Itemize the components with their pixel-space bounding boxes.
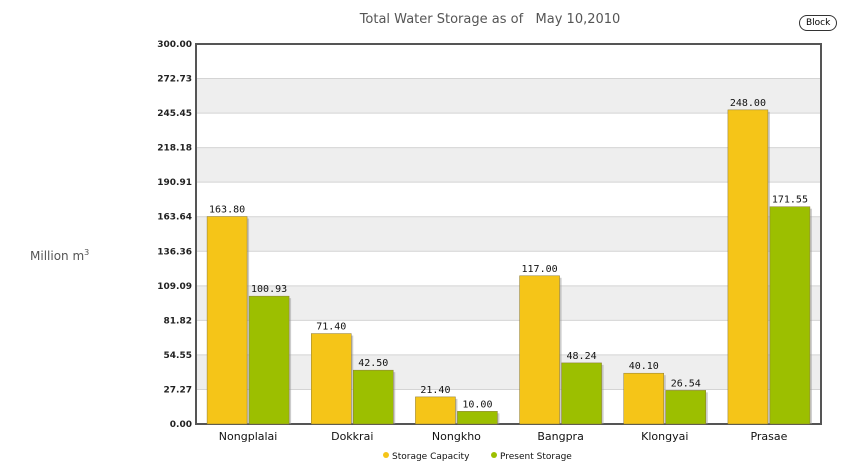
data-label: 21.40 xyxy=(420,385,450,396)
bar-present-storage xyxy=(561,362,602,425)
y-tick-label: 54.55 xyxy=(164,351,192,361)
grid-band xyxy=(196,285,821,321)
grid-band xyxy=(196,216,821,252)
bar-storage-capacity xyxy=(623,372,664,425)
y-axis-label: Million m3 xyxy=(30,248,89,263)
y-tick-label: 272.73 xyxy=(157,75,192,85)
legend-label: Present Storage xyxy=(500,452,572,462)
y-tick-label: 0.00 xyxy=(170,420,192,430)
bar-present-storage xyxy=(353,369,394,425)
y-tick-label: 190.91 xyxy=(157,178,192,188)
plot-frame xyxy=(195,43,822,425)
grid-band xyxy=(196,354,821,390)
bar-present-storage xyxy=(769,206,811,425)
data-label: 171.55 xyxy=(772,195,808,206)
y-tick-label: 136.36 xyxy=(157,247,192,257)
data-label: 42.50 xyxy=(358,358,388,369)
data-label: 117.00 xyxy=(522,264,558,275)
x-tick-label: Dokkrai xyxy=(331,430,373,443)
y-tick-label: 245.45 xyxy=(157,109,192,119)
bar-present-storage xyxy=(665,390,706,425)
x-tick-label: Klongyai xyxy=(641,430,688,443)
x-tick-label: Bangpra xyxy=(537,430,584,443)
chart-title: Total Water Storage as of May 10,2010 xyxy=(359,12,621,27)
bar-present-storage xyxy=(457,411,498,425)
x-tick-label: Nongplalai xyxy=(219,430,278,443)
legend-marker xyxy=(383,452,389,458)
grid-band xyxy=(196,78,821,114)
bar-storage-capacity xyxy=(519,275,560,425)
bar-storage-capacity xyxy=(415,396,456,425)
x-tick-label: Prasae xyxy=(750,430,787,443)
bar-storage-capacity xyxy=(206,216,248,425)
y-tick-label: 218.18 xyxy=(157,144,192,154)
y-tick-label: 300.00 xyxy=(157,40,192,50)
y-tick-label: 81.82 xyxy=(164,316,192,326)
y-tick-label: 109.09 xyxy=(157,282,192,292)
bar-storage-capacity xyxy=(727,109,769,425)
y-tick-label: 27.27 xyxy=(164,385,192,395)
data-label: 248.00 xyxy=(730,98,766,109)
legend-label: Storage Capacity xyxy=(392,452,470,462)
data-label: 71.40 xyxy=(316,322,346,333)
legend-marker xyxy=(491,452,497,458)
x-tick-label: Nongkho xyxy=(432,430,481,443)
y-axis-label-text: Million m xyxy=(30,249,85,263)
data-label: 10.00 xyxy=(462,399,492,410)
data-label: 163.80 xyxy=(209,205,245,216)
bar-present-storage xyxy=(248,295,290,425)
data-label: 26.54 xyxy=(671,378,701,389)
y-tick-label: 163.64 xyxy=(157,213,192,223)
grid-band xyxy=(196,147,821,183)
bar-storage-capacity xyxy=(311,333,352,425)
data-label: 100.93 xyxy=(251,284,287,295)
y-axis-label-sup: 3 xyxy=(84,248,90,257)
block-button[interactable]: Block xyxy=(799,15,838,31)
data-label: 40.10 xyxy=(629,361,659,372)
data-label: 48.24 xyxy=(567,351,597,362)
